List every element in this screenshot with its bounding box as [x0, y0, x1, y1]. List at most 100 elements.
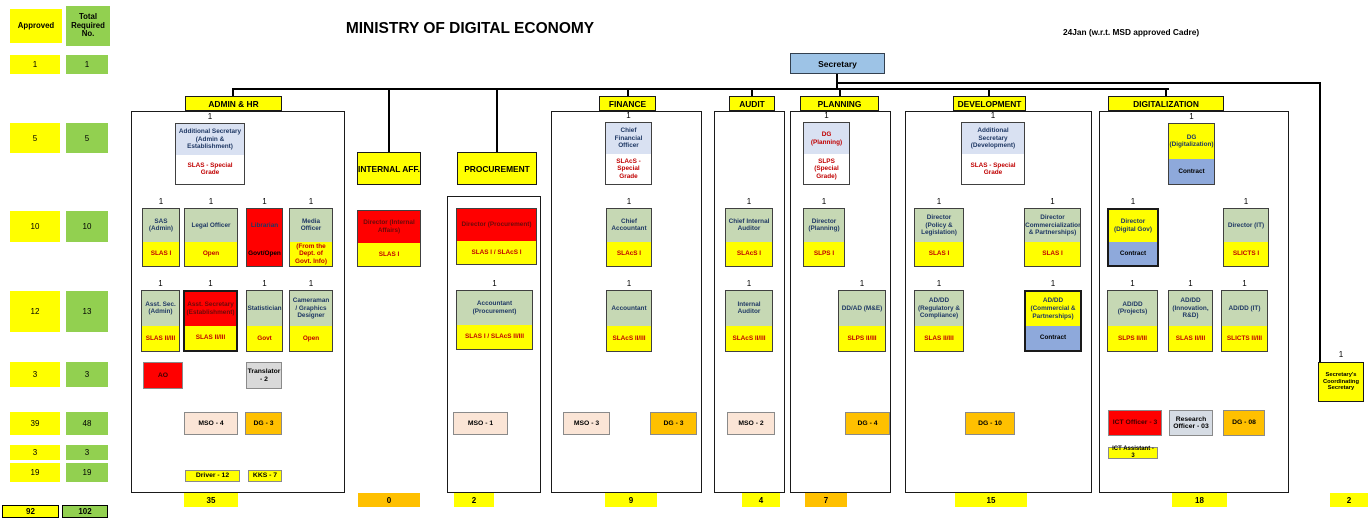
org-box-grade: SLAS II/III	[1169, 325, 1212, 351]
org-box-accountant-procurement: Accountant (Procurement) SLAS I / SLAcS I…	[456, 290, 533, 350]
approved-value: 3	[10, 445, 60, 460]
org-chip-dg-08: DG - 08	[1223, 410, 1265, 436]
connector-line	[232, 88, 234, 97]
org-box-director-commercialization-partnerships: Director (Commercialization & Partnershi…	[1024, 208, 1081, 267]
approved-grand-total: 92	[2, 505, 59, 518]
org-box-grade: Govt/Open	[247, 241, 282, 266]
org-box-title: Director (Procurement)	[457, 209, 536, 241]
org-box-grade: SLICTS I	[1224, 241, 1268, 266]
org-chip-driver-12: Driver - 12	[185, 470, 240, 482]
org-box-title: Asst. Sec. (Admin)	[142, 291, 179, 326]
org-box-title: Asst. Secretary (Establishment)	[185, 292, 236, 326]
dept-container-admin-hr	[131, 111, 345, 493]
headcount: 1	[990, 111, 996, 120]
org-chip-mso-3: MSO - 3	[563, 412, 610, 435]
headcount: 1	[308, 279, 314, 288]
headcount: 1	[746, 197, 752, 206]
org-box-grade: SLPS (Special Grade)	[804, 154, 849, 184]
org-box-grade: SLAcS I	[607, 241, 651, 266]
connector-line	[627, 88, 629, 97]
org-chip-dg-10: DG - 10	[965, 412, 1015, 435]
org-box-ad-dd-it: AD/DD (IT) SLICTS II/III	[1221, 290, 1268, 352]
org-box-accountant: Accountant SLAcS II/III	[606, 290, 652, 352]
org-box-director-it: Director (IT) SLICTS I	[1223, 208, 1269, 267]
required-value: 1	[66, 55, 108, 74]
cadre-note: 24Jan (w.r.t. MSD approved Cadre)	[1063, 27, 1200, 37]
dept-container-audit	[714, 111, 785, 493]
headcount: 1	[1242, 279, 1247, 288]
org-box-title: Media Officer	[290, 209, 332, 242]
org-box-director-planning: Director (Planning) SLPS I	[803, 208, 845, 267]
required-value: 5	[66, 123, 108, 153]
approved-value: 39	[10, 412, 60, 435]
org-box-grade: SLAS - Special Grade	[176, 154, 244, 184]
dept-header-admin-hr: ADMIN & HR	[185, 96, 282, 111]
org-box-ad-dd-innovation-r-d: AD/DD (Innovation, R&D) SLAS II/III	[1168, 290, 1213, 352]
org-box-chief-internal-auditor: Chief Internal Auditor SLAcS I	[725, 208, 773, 267]
org-box-grade: SLAS II/III	[142, 325, 179, 351]
headcount: 1	[1130, 279, 1135, 288]
org-box-sas-admin: SAS (Admin) SLAS I	[142, 208, 180, 267]
org-box-grade: SLAS I	[143, 241, 179, 266]
org-box-grade: SLAS I	[358, 242, 420, 266]
org-box-cameraman-graphics-designer: Cameraman / Graphics Designer Open	[289, 290, 333, 352]
headcount: 1	[626, 111, 631, 120]
org-box-grade: SLAS - Special Grade	[962, 154, 1024, 184]
org-box-grade: SLAcS II/III	[607, 325, 651, 351]
dept-container-planning	[790, 111, 891, 493]
dept-container-development	[905, 111, 1092, 493]
org-box-internal-auditor: Internal Auditor SLAcS II/III	[725, 290, 773, 352]
headcount: 1	[626, 197, 632, 206]
org-box-grade: Open	[290, 325, 332, 351]
dept-total-procurement: 2	[454, 493, 494, 507]
dept-header-finance: FINANCE	[599, 96, 656, 111]
org-box-title: Additional Secretary (Development)	[962, 123, 1024, 155]
org-box-grade: (From the Dept. of Govt. Info)	[290, 241, 332, 266]
headcount: 1	[1338, 350, 1344, 359]
org-box-title: Librarian	[247, 209, 282, 242]
headcount: 1	[1188, 279, 1193, 288]
org-box-director-policy-legislation: Director (Policy & Legislation) SLAS I	[914, 208, 964, 267]
org-box-title: Director (Planning)	[804, 209, 844, 242]
dept-total-development: 15	[955, 493, 1027, 507]
org-box-grade: SLPS II/III	[1108, 325, 1157, 351]
org-box-grade: SLAS II/III	[915, 325, 963, 351]
connector-line	[1165, 88, 1167, 97]
approved-value: 3	[10, 362, 60, 387]
headcount: 1	[626, 279, 632, 288]
org-box-title: DG (Digitalization)	[1169, 124, 1214, 159]
org-box-dd-ad-m-e: DD/AD (M&E) SLPS II/III	[838, 290, 886, 352]
headcount: 1	[492, 279, 497, 288]
connector-line	[988, 88, 990, 97]
org-box-title: DD/AD (M&E)	[839, 291, 885, 326]
org-box-title: Accountant	[607, 291, 651, 326]
headcount: 1	[208, 197, 214, 206]
org-box-grade: SLAcS I	[726, 241, 772, 266]
dept-header-internal-aff: INTERNAL AFF.	[357, 152, 421, 185]
org-box-title: AD/DD (Projects)	[1108, 291, 1157, 326]
org-box-ad-dd-projects: AD/DD (Projects) SLPS II/III	[1107, 290, 1158, 352]
required-grand-total: 102	[62, 505, 108, 518]
org-box-director-digital-gov: Director (Digital Gov) Contract	[1107, 208, 1159, 267]
org-box-statistician: Statistician Govt	[246, 290, 283, 352]
org-box-grade: SLAS I / SLAcS II/III	[457, 324, 532, 349]
headcount: 1	[936, 197, 942, 206]
connector-line	[232, 88, 1169, 90]
org-box-ad-dd-regulatory-compliance: AD/DD (Regulatory & Compliance) SLAS II/I…	[914, 290, 964, 352]
required-header: Total Required No.	[66, 6, 110, 46]
org-chip-research-officer-03: Research Officer - 03	[1169, 410, 1213, 436]
org-box-title: Statistician	[247, 291, 282, 326]
headcount: 1	[824, 111, 829, 120]
org-box-ad-dd-commercial-partnerships: AD/DD (Commercial & Partnerships) Contrac…	[1024, 290, 1082, 352]
headcount: 1	[262, 279, 267, 288]
org-chip-dg-3: DG - 3	[650, 412, 697, 435]
dept-header-development: DEVELOPMENT	[953, 96, 1026, 111]
org-box-title: Chief Accountant	[607, 209, 651, 242]
org-chip-dg-3: DG - 3	[245, 412, 282, 435]
org-box-title: Accountant (Procurement)	[457, 291, 532, 325]
org-box-title: AD/DD (Innovation, R&D)	[1169, 291, 1212, 326]
org-box-librarian: Librarian Govt/Open	[246, 208, 283, 267]
org-box-title: Director (Internal Affairs)	[358, 211, 420, 243]
org-box-grade: SLAS I	[1025, 241, 1080, 266]
